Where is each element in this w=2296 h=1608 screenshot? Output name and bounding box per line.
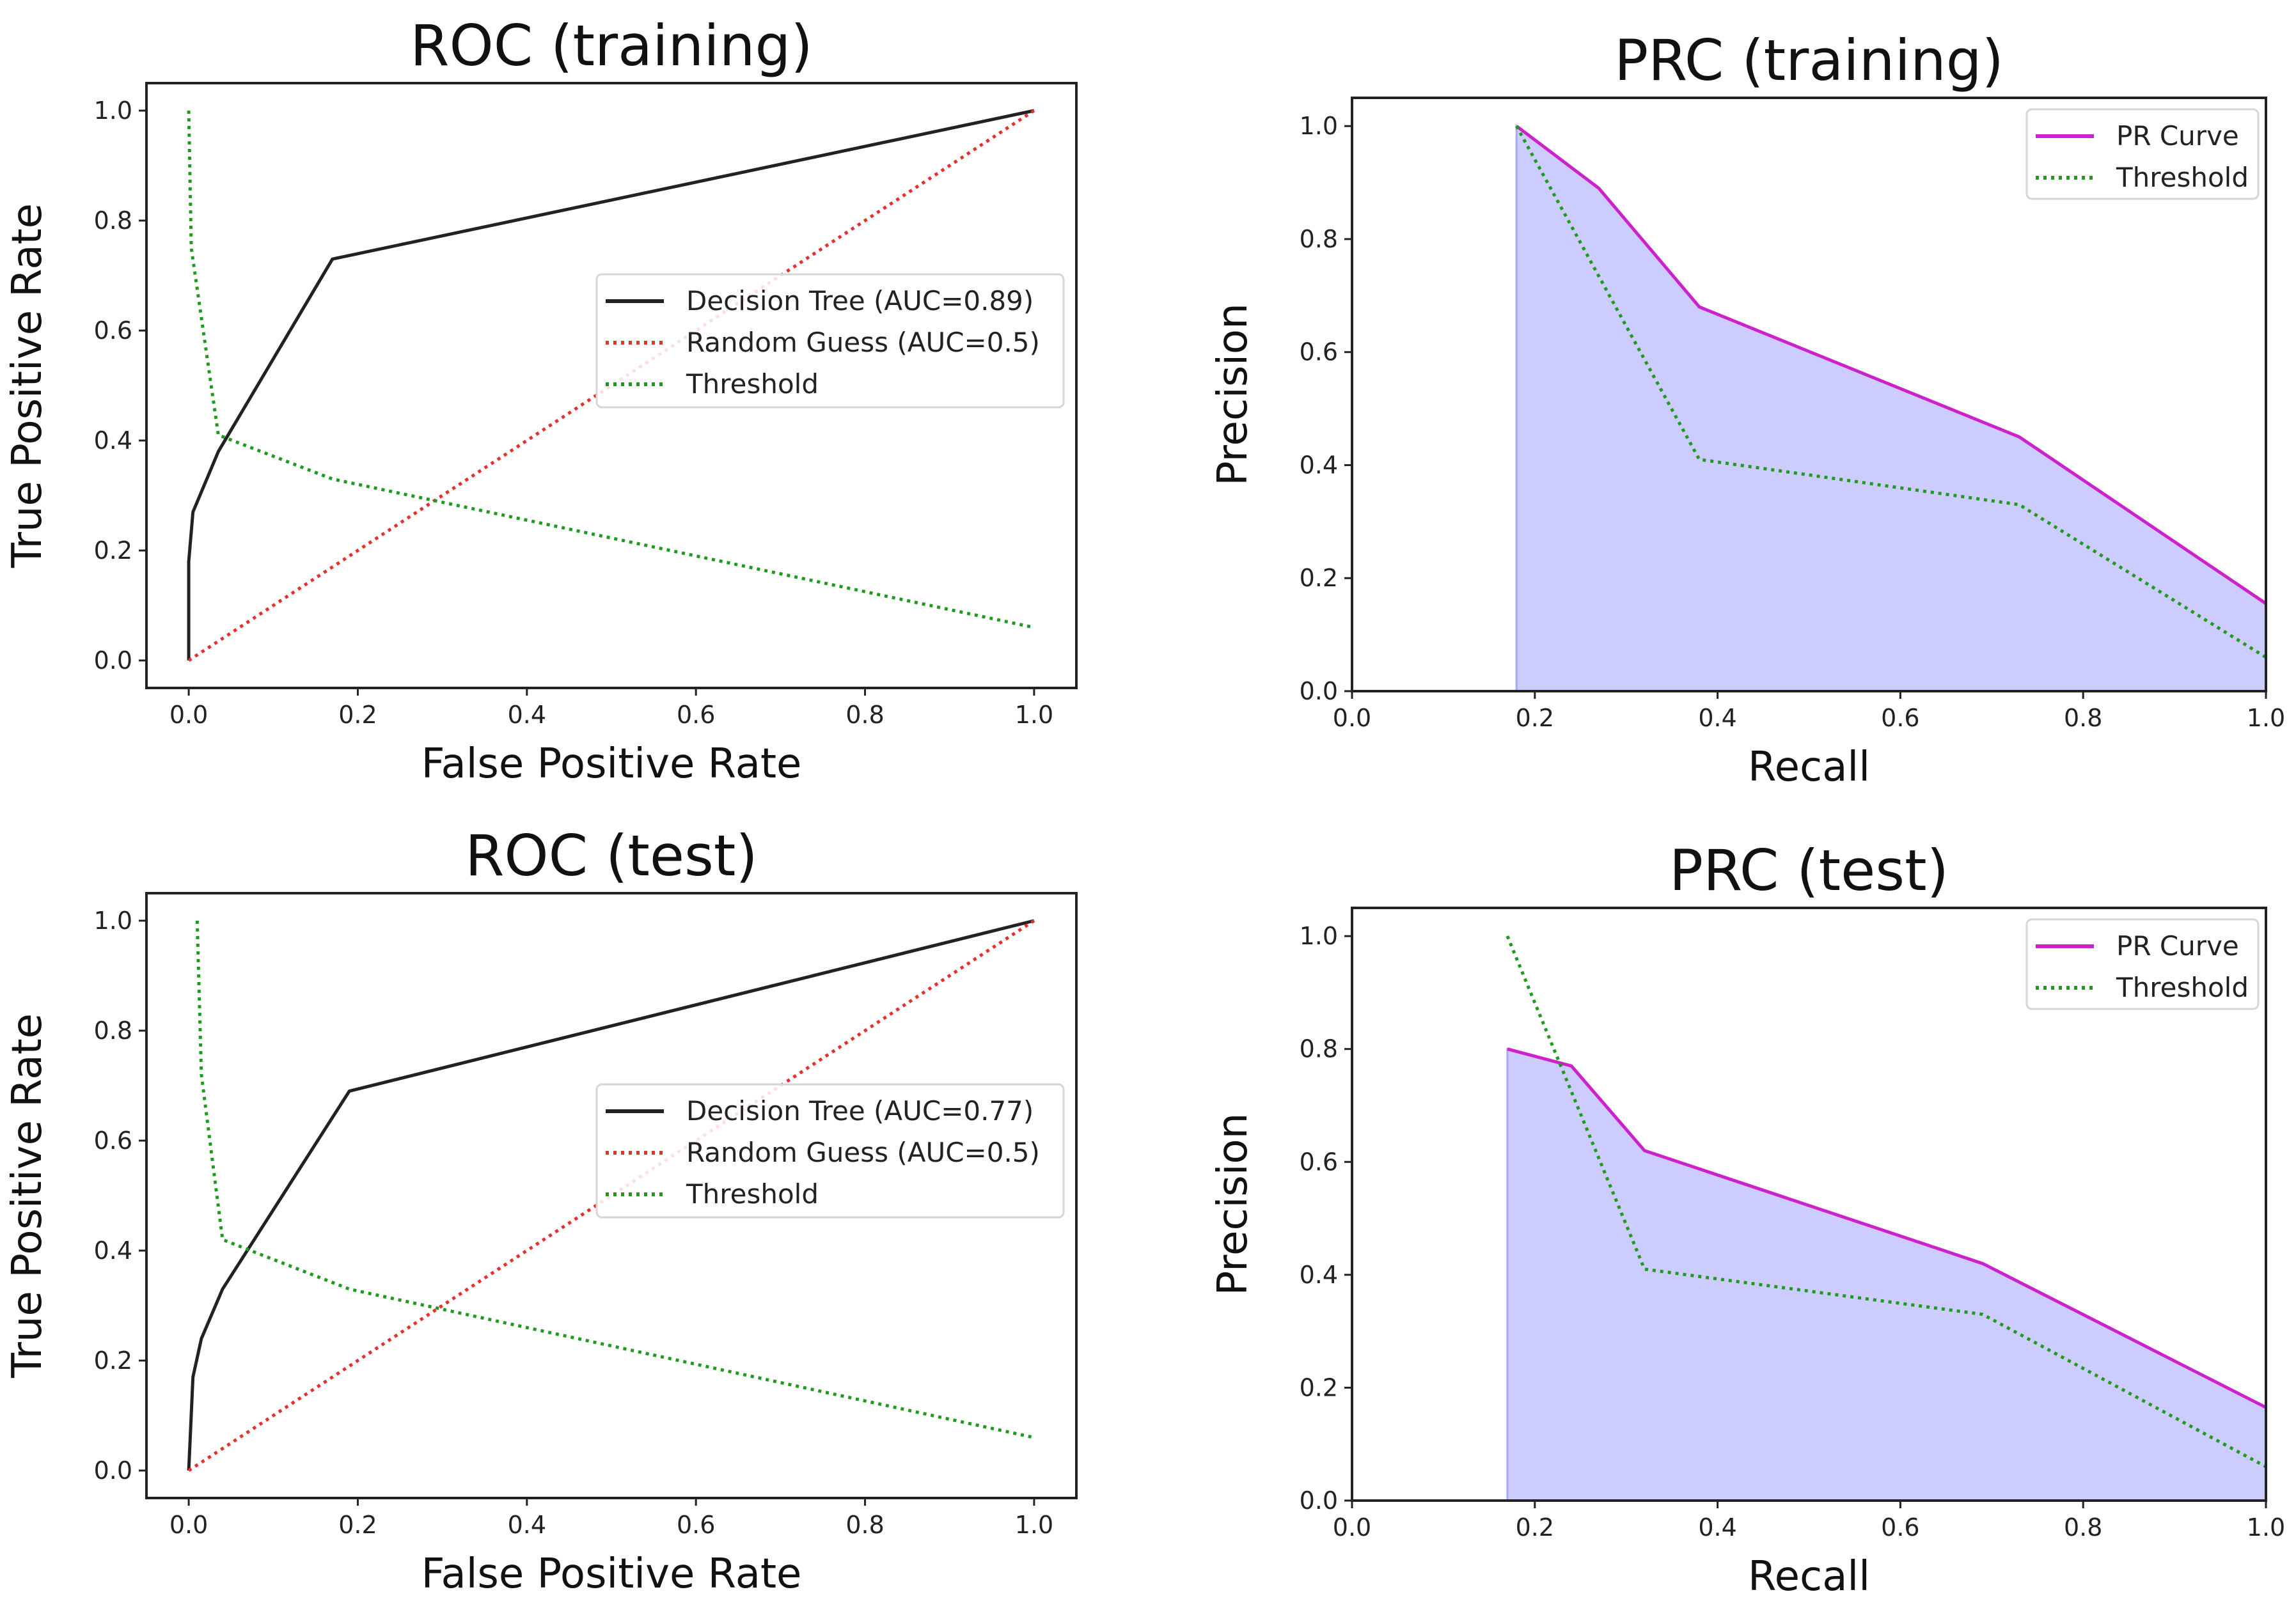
- legend-label: PR Curve: [2116, 120, 2239, 152]
- x-tick-label: 0.4: [1698, 704, 1736, 732]
- x-tick-label: 0.6: [677, 1511, 715, 1539]
- x-axis-label: False Positive Rate: [421, 1550, 802, 1598]
- legend-label: Random Guess (AUC=0.5): [686, 1137, 1040, 1168]
- x-tick-label: 0.0: [169, 1511, 208, 1539]
- legend-label: Threshold: [686, 1178, 819, 1210]
- pr-area-fill: [1506, 1047, 2267, 1502]
- y-tick-label: 0.0: [1300, 677, 1338, 705]
- x-tick-label: 1.0: [2247, 1513, 2285, 1542]
- x-tick-label: 0.2: [1516, 1513, 1554, 1542]
- x-tick-label: 0.0: [1333, 1513, 1371, 1542]
- x-tick-label: 0.0: [1333, 704, 1371, 732]
- y-tick-label: 0.2: [94, 1347, 132, 1375]
- y-axis-label: Precision: [1209, 1113, 1257, 1296]
- series-line-decision-tree-auc-0-77: [187, 919, 1035, 1471]
- x-axis-label: Recall: [1748, 744, 1870, 791]
- legend: PR Curve Threshold: [2025, 108, 2260, 200]
- pr-area-fill: [1515, 124, 2267, 692]
- y-tick-label: 0.4: [94, 1237, 132, 1265]
- y-axis-label: True Positive Rate: [4, 1013, 51, 1378]
- series-line-pr-curve: [1507, 1047, 2267, 1409]
- x-tick-label: 0.8: [2064, 704, 2102, 732]
- legend-box: [595, 273, 1065, 409]
- chart-4: PRC (test) 0.0 0.2 0.4 0.6 0.8 1.0 0.0 0.2 0.4 0.6…: [1209, 838, 2285, 1600]
- chart-title: ROC (test): [465, 823, 758, 889]
- chart-2: PRC (training) 0.0 0.2 0.4 0.6 0.8 1.0 0.0 0.2 0.…: [1209, 27, 2285, 791]
- x-tick-label: 1.0: [1015, 701, 1053, 729]
- y-axis-label: True Positive Rate: [4, 203, 51, 568]
- x-tick-label: 0.8: [845, 701, 884, 729]
- legend-label: Decision Tree (AUC=0.89): [686, 285, 1034, 316]
- chart-3: ROC (test) 0.0 0.2 0.4 0.6 0.8 1.0 0.0 0.2 0.4 0.6…: [4, 823, 1078, 1598]
- x-tick-label: 0.4: [508, 701, 546, 729]
- y-tick-label: 1.0: [94, 907, 132, 935]
- y-tick-label: 0.2: [1300, 1373, 1338, 1401]
- x-tick-label: 0.2: [1516, 704, 1554, 732]
- x-tick-label: 1.0: [2247, 704, 2285, 732]
- legend: PR Curve Threshold: [2025, 918, 2260, 1010]
- y-tick-label: 0.0: [94, 646, 132, 675]
- y-tick-label: 0.0: [1300, 1487, 1338, 1515]
- x-tick-label: 0.6: [677, 701, 715, 729]
- x-tick-label: 0.2: [338, 1511, 377, 1539]
- y-tick-label: 0.8: [94, 1017, 132, 1045]
- y-tick-label: 1.0: [1300, 112, 1338, 140]
- y-tick-label: 0.2: [94, 536, 132, 565]
- x-tick-label: 1.0: [1015, 1511, 1053, 1539]
- legend-box: [595, 1083, 1065, 1219]
- y-tick-label: 1.0: [1300, 922, 1338, 950]
- axes-frame: [1351, 97, 2267, 692]
- y-tick-label: 0.4: [94, 426, 132, 455]
- y-tick-label: 0.4: [1300, 1261, 1338, 1289]
- y-tick-label: 1.0: [94, 97, 132, 125]
- chart-1: ROC (training) 0.0 0.2 0.4 0.6 0.8 1.0 0.0 0.2 0.…: [4, 13, 1078, 788]
- y-axis-label: Precision: [1209, 303, 1257, 486]
- x-tick-label: 0.4: [1698, 1513, 1736, 1542]
- y-tick-label: 0.8: [1300, 225, 1338, 253]
- legend-label: Threshold: [686, 368, 819, 400]
- y-tick-label: 0.0: [94, 1456, 132, 1485]
- legend-label: Threshold: [2116, 972, 2249, 1003]
- legend: Decision Tree (AUC=0.77) Random Guess (AU…: [595, 1083, 1065, 1219]
- legend-label: Decision Tree (AUC=0.77): [686, 1095, 1034, 1127]
- series-line-decision-tree-auc-0-89: [187, 109, 1035, 660]
- series-line-threshold: [1506, 935, 2267, 1469]
- series-line-threshold: [195, 920, 1035, 1439]
- chart-title: PRC (training): [1614, 27, 2004, 93]
- x-axis-label: False Positive Rate: [421, 740, 802, 788]
- y-tick-label: 0.6: [94, 316, 132, 345]
- y-tick-label: 0.2: [1300, 564, 1338, 592]
- y-tick-label: 0.6: [1300, 1148, 1338, 1176]
- legend: Decision Tree (AUC=0.89) Random Guess (AU…: [595, 273, 1065, 409]
- y-tick-label: 0.8: [94, 207, 132, 235]
- legend-label: PR Curve: [2116, 930, 2239, 962]
- x-tick-label: 0.6: [1881, 1513, 1919, 1542]
- axes-frame: [145, 892, 1078, 1499]
- legend-label: Threshold: [2116, 162, 2249, 193]
- x-tick-label: 0.2: [338, 701, 377, 729]
- x-axis-label: Recall: [1748, 1553, 1870, 1600]
- y-tick-label: 0.8: [1300, 1035, 1338, 1063]
- y-tick-label: 0.4: [1300, 451, 1338, 479]
- axes-frame: [1351, 907, 2267, 1502]
- x-tick-label: 0.8: [2064, 1513, 2102, 1542]
- series-line-pr-curve: [1515, 125, 2267, 605]
- x-tick-label: 0.6: [1881, 704, 1919, 732]
- x-tick-label: 0.8: [845, 1511, 884, 1539]
- chart-title: PRC (test): [1669, 838, 1949, 903]
- legend-label: Random Guess (AUC=0.5): [686, 327, 1040, 358]
- y-tick-label: 0.6: [94, 1127, 132, 1155]
- y-tick-label: 0.6: [1300, 338, 1338, 366]
- chart-title: ROC (training): [410, 13, 812, 79]
- x-tick-label: 0.0: [169, 701, 208, 729]
- x-tick-label: 0.4: [508, 1511, 546, 1539]
- axes-frame: [145, 82, 1078, 689]
